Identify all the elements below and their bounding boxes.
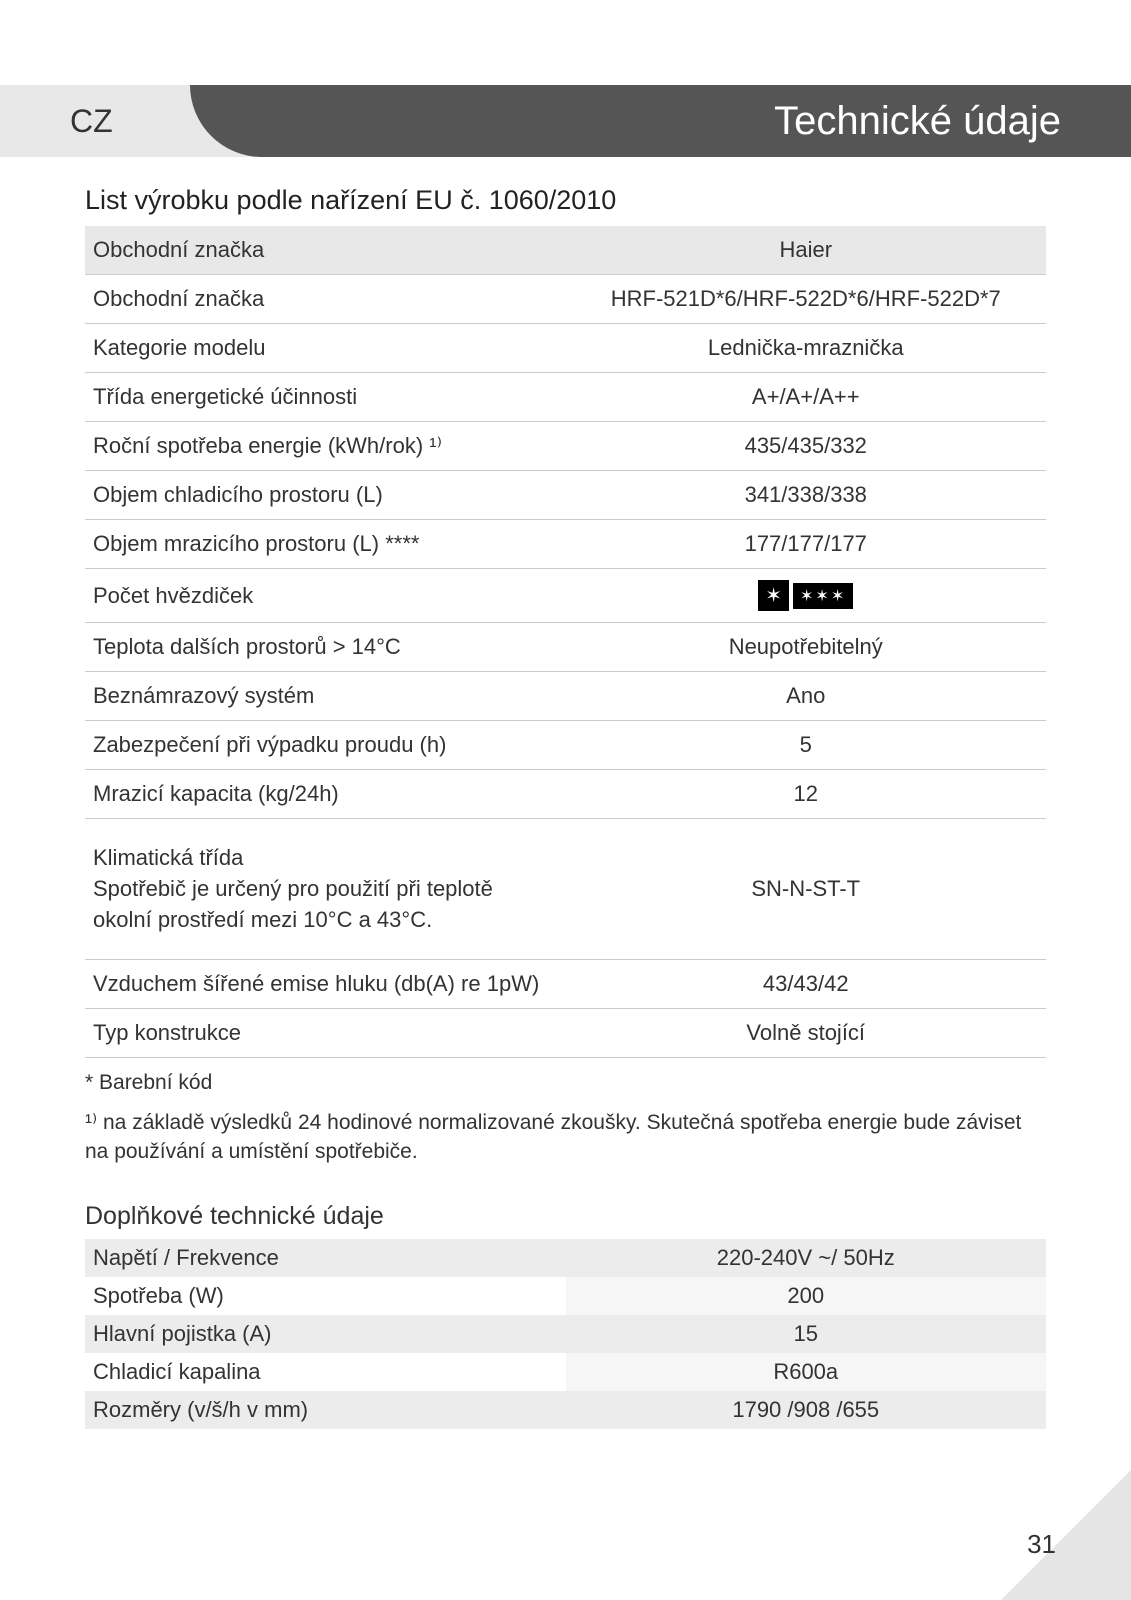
sub-spec-value: R600a <box>566 1353 1047 1391</box>
sub-spec-label: Spotřeba (W) <box>85 1277 566 1315</box>
sub-spec-label: Napětí / Frekvence <box>85 1239 566 1277</box>
spec-label: Objem mrazicího prostoru (L) **** <box>85 520 566 569</box>
page-header: CZ Technické údaje <box>0 85 1131 157</box>
spec-label: Beznámrazový systém <box>85 672 566 721</box>
spec-row: Vzduchem šířené emise hluku (db(A) re 1p… <box>85 960 1046 1009</box>
lang-code-text: CZ <box>70 103 113 140</box>
sub-spec-value: 15 <box>566 1315 1047 1353</box>
spec-row: Objem mrazicího prostoru (L) ****177/177… <box>85 520 1046 569</box>
spec-row: Klimatická třídaSpotřebič je určený pro … <box>85 819 1046 960</box>
content-area: List výrobku podle nařízení EU č. 1060/2… <box>85 185 1046 1429</box>
spec-value: Lednička-mraznička <box>566 324 1047 373</box>
spec-header-right: Haier <box>566 226 1047 275</box>
spec-row: Teplota dalších prostorů > 14°CNeupotřeb… <box>85 623 1046 672</box>
section-title: List výrobku podle nařízení EU č. 1060/2… <box>85 185 1046 216</box>
spec-table: Obchodní značka Haier Obchodní značkaHRF… <box>85 226 1046 1058</box>
spec-value: 12 <box>566 770 1047 819</box>
spec-value: Neupotřebitelný <box>566 623 1047 672</box>
spec-label: Zabezpečení při výpadku proudu (h) <box>85 721 566 770</box>
lang-code: CZ <box>0 85 260 157</box>
spec-value: A+/A+/A++ <box>566 373 1047 422</box>
sub-spec-label: Hlavní pojistka (A) <box>85 1315 566 1353</box>
header-curve-decoration <box>190 85 330 157</box>
footnote-1: * Barební kód <box>85 1068 1046 1097</box>
star-rating-icon: ✶✶✶✶ <box>758 580 853 611</box>
spec-row: Počet hvězdiček ✶✶✶✶ <box>85 569 1046 623</box>
spec-value: 5 <box>566 721 1047 770</box>
spec-label: Mrazicí kapacita (kg/24h) <box>85 770 566 819</box>
spec-header-left: Obchodní značka <box>85 226 566 275</box>
spec-value: Ano <box>566 672 1047 721</box>
spec-value: 43/43/42 <box>566 960 1047 1009</box>
spec-label: Objem chladicího prostoru (L) <box>85 471 566 520</box>
spec-label: Třída energetické účinnosti <box>85 373 566 422</box>
sub-spec-label: Rozměry (v/š/h v mm) <box>85 1391 566 1429</box>
sub-section-title: Doplňkové technické údaje <box>85 1202 1046 1231</box>
footnote-2-prefix: ¹⁾ <box>85 1111 103 1134</box>
spec-value: ✶✶✶✶ <box>566 569 1047 623</box>
spec-label: Kategorie modelu <box>85 324 566 373</box>
spec-row: Typ konstrukceVolně stojící <box>85 1009 1046 1058</box>
spec-label: Vzduchem šířené emise hluku (db(A) re 1p… <box>85 960 566 1009</box>
spec-row: Roční spotřeba energie (kWh/rok) ¹⁾435/4… <box>85 422 1046 471</box>
sub-spec-row: Hlavní pojistka (A)15 <box>85 1315 1046 1353</box>
sub-spec-label: Chladicí kapalina <box>85 1353 566 1391</box>
sub-spec-row: Chladicí kapalinaR600a <box>85 1353 1046 1391</box>
spec-value: SN-N-ST-T <box>566 819 1047 960</box>
footnote-2: ¹⁾ na základě výsledků 24 hodinové norma… <box>85 1108 1046 1167</box>
spec-value: 177/177/177 <box>566 520 1047 569</box>
sub-spec-value: 220-240V ~/ 50Hz <box>566 1239 1047 1277</box>
spec-label: Roční spotřeba energie (kWh/rok) ¹⁾ <box>85 422 566 471</box>
spec-value: 341/338/338 <box>566 471 1047 520</box>
spec-value: Volně stojící <box>566 1009 1047 1058</box>
spec-label: Typ konstrukce <box>85 1009 566 1058</box>
footnote-2-text: na základě výsledků 24 hodinové normaliz… <box>85 1111 1021 1163</box>
spec-row: Třída energetické účinnostiA+/A+/A++ <box>85 373 1046 422</box>
spec-value: 435/435/332 <box>566 422 1047 471</box>
spec-label: Teplota dalších prostorů > 14°C <box>85 623 566 672</box>
sub-spec-value: 200 <box>566 1277 1047 1315</box>
corner-decoration <box>1001 1470 1131 1600</box>
spec-row: Beznámrazový systémAno <box>85 672 1046 721</box>
page-title: Technické údaje <box>260 85 1131 157</box>
sub-spec-row: Rozměry (v/š/h v mm)1790 /908 /655 <box>85 1391 1046 1429</box>
sub-spec-row: Spotřeba (W)200 <box>85 1277 1046 1315</box>
sub-spec-value: 1790 /908 /655 <box>566 1391 1047 1429</box>
spec-label: Obchodní značka <box>85 275 566 324</box>
spec-label: Klimatická třídaSpotřebič je určený pro … <box>85 819 566 960</box>
spec-header-row: Obchodní značka Haier <box>85 226 1046 275</box>
spec-row: Objem chladicího prostoru (L)341/338/338 <box>85 471 1046 520</box>
spec-row: Obchodní značkaHRF-521D*6/HRF-522D*6/HRF… <box>85 275 1046 324</box>
page-title-text: Technické údaje <box>774 99 1061 144</box>
spec-row: Zabezpečení při výpadku proudu (h)5 <box>85 721 1046 770</box>
sub-spec-row: Napětí / Frekvence220-240V ~/ 50Hz <box>85 1239 1046 1277</box>
spec-row: Mrazicí kapacita (kg/24h)12 <box>85 770 1046 819</box>
page-number: 31 <box>1027 1529 1056 1560</box>
spec-label: Počet hvězdiček <box>85 569 566 623</box>
sub-spec-table: Napětí / Frekvence220-240V ~/ 50HzSpotře… <box>85 1239 1046 1429</box>
spec-value: HRF-521D*6/HRF-522D*6/HRF-522D*7 <box>566 275 1047 324</box>
spec-row: Kategorie modeluLednička-mraznička <box>85 324 1046 373</box>
